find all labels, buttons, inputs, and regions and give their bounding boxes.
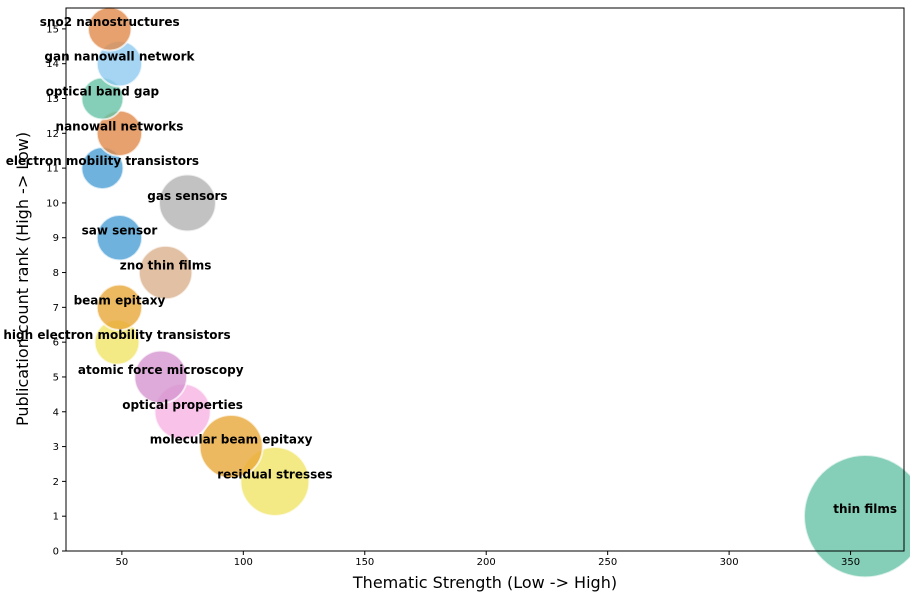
- y-tick-label: 7: [53, 303, 59, 314]
- y-tick-label: 5: [53, 372, 59, 383]
- x-axis-ticks: 50 100 150 200 250 300 350: [115, 551, 860, 568]
- bubble-label: electron mobility transistors: [6, 154, 199, 168]
- bubble-label: atomic force microscopy: [78, 363, 244, 377]
- bubble-label: gas sensors: [147, 189, 227, 203]
- y-tick-label: 0: [53, 547, 59, 558]
- y-tick-label: 4: [53, 407, 59, 418]
- bubble: [803, 454, 910, 579]
- y-tick-label: 15: [46, 24, 59, 35]
- y-tick-label: 14: [46, 59, 59, 70]
- y-tick-label: 13: [46, 94, 59, 105]
- bubble: [158, 173, 217, 233]
- y-tick-label: 8: [53, 268, 59, 279]
- y-tick-label: 10: [46, 198, 59, 209]
- bubble-label: sno2 nanostructures: [40, 15, 180, 29]
- bubble: [133, 349, 189, 405]
- y-tick-label: 12: [46, 129, 59, 140]
- bubble-labels-layer: thin films residual stresses molecular bea…: [3, 15, 897, 516]
- bubble: [95, 283, 144, 332]
- bubbles-layer: [80, 6, 910, 579]
- x-axis-title: Thematic Strength (Low -> High): [352, 573, 617, 592]
- y-tick-label: 2: [53, 477, 59, 488]
- bubble-label: high electron mobility transistors: [3, 328, 230, 342]
- y-tick-label: 3: [53, 442, 59, 453]
- y-tick-label: 9: [53, 233, 59, 244]
- x-tick-label: 50: [115, 557, 128, 568]
- bubble-label: beam epitaxy: [74, 293, 166, 307]
- bubble: [86, 6, 133, 52]
- bubble: [95, 214, 144, 262]
- bubble: [198, 413, 264, 480]
- x-tick-label: 300: [720, 557, 739, 568]
- bubble: [137, 244, 194, 301]
- x-tick-label: 250: [598, 557, 617, 568]
- plot-frame: [65, 7, 905, 552]
- bubble-label: zno thin films: [120, 259, 212, 273]
- x-tick-label: 150: [355, 557, 374, 568]
- x-tick-label: 200: [477, 557, 496, 568]
- y-tick-label: 11: [46, 164, 59, 175]
- bubble-label: gan nanowall network: [44, 50, 195, 64]
- bubble-label: saw sensor: [82, 224, 158, 238]
- x-tick-label: 100: [234, 557, 253, 568]
- bubble-label: optical band gap: [46, 85, 160, 99]
- bubble-label: molecular beam epitaxy: [150, 433, 313, 447]
- bubble-label: thin films: [833, 502, 897, 516]
- x-tick-label: 350: [841, 557, 860, 568]
- bubble-label: nanowall networks: [56, 119, 184, 133]
- bubble-label: optical properties: [122, 398, 243, 412]
- y-tick-label: 6: [53, 338, 59, 349]
- y-tick-label: 1: [53, 512, 59, 523]
- y-axis-title: Publication count rank (High -> Low): [13, 132, 32, 426]
- bubble-label: residual stresses: [217, 467, 332, 481]
